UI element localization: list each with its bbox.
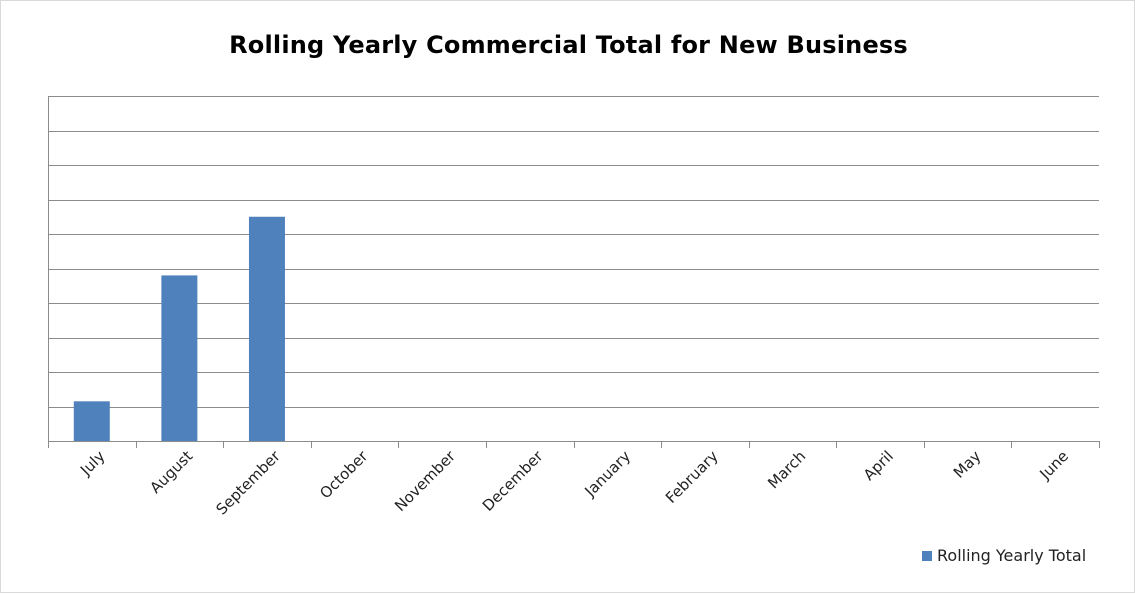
x-tick-label: January <box>580 447 634 501</box>
legend: Rolling Yearly Total <box>922 546 1086 565</box>
x-tick-label: April <box>860 447 897 484</box>
bar-july <box>73 401 110 441</box>
x-tick-label: July <box>76 447 109 480</box>
x-tick-label: May <box>950 447 985 482</box>
x-tick-label: December <box>479 447 547 515</box>
x-tick-label: September <box>212 447 284 519</box>
legend-label: Rolling Yearly Total <box>937 546 1087 565</box>
chart-title: Rolling Yearly Commercial Total for New … <box>229 31 908 59</box>
bar-august <box>161 275 198 441</box>
bar-september <box>248 216 285 441</box>
x-tick-label: August <box>146 447 196 497</box>
legend-swatch <box>922 550 932 561</box>
x-tick-label: November <box>391 447 459 515</box>
x-tick-label: October <box>316 447 372 503</box>
x-tick-label: February <box>662 447 722 507</box>
x-tick-label: March <box>764 447 809 492</box>
x-tick-label: June <box>1035 447 1072 484</box>
